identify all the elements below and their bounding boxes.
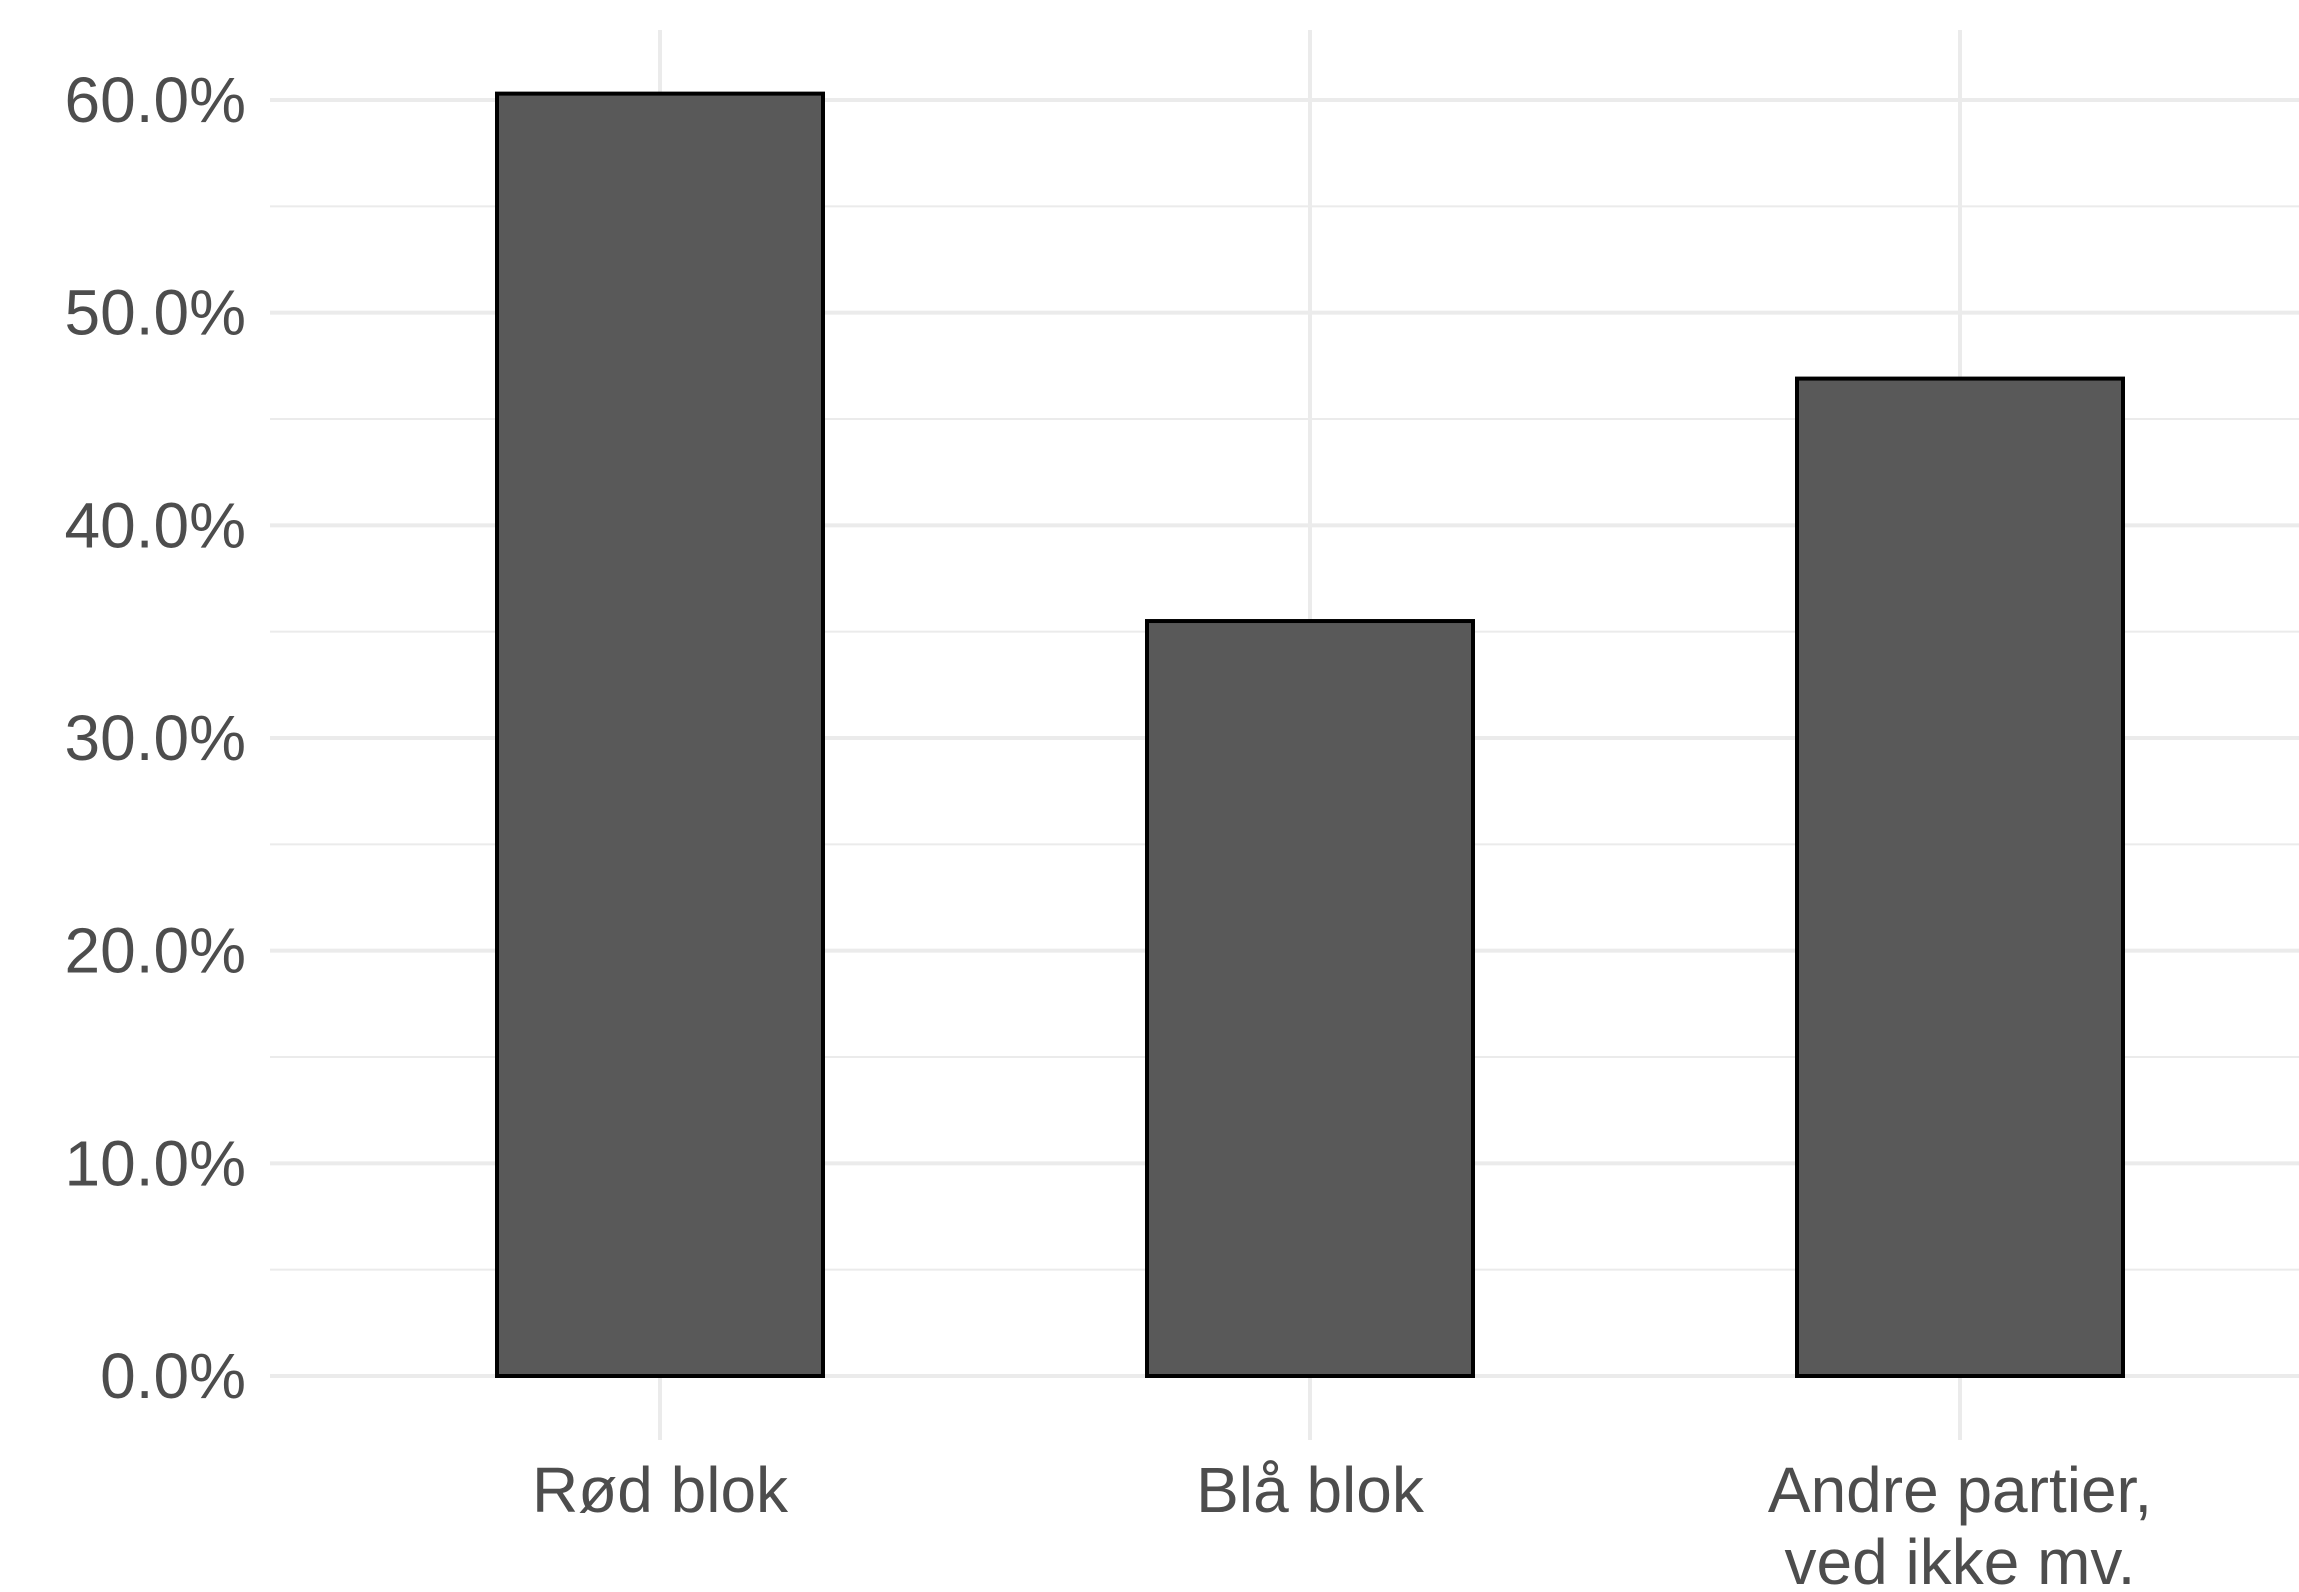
x-tick-label: Andre partier, ved ikke mv. [1768, 1454, 2152, 1592]
x-tick-label-line: Blå blok [1196, 1454, 1425, 1526]
x-tick-label-line: ved ikke mv. [1785, 1526, 2136, 1592]
y-axis-tick-labels: 0.0% 10.0% 20.0% 30.0% 40.0% 50.0% 60.0% [65, 64, 246, 1412]
bar-1 [495, 91, 825, 1379]
bar-3 [1795, 376, 2125, 1378]
y-tick-label: 10.0% [65, 1127, 246, 1199]
y-tick-label: 50.0% [65, 277, 246, 349]
x-tick-label: Blå blok [1196, 1454, 1425, 1526]
y-tick-label: 0.0% [100, 1340, 246, 1412]
x-tick-label-line: Andre partier, [1768, 1454, 2152, 1526]
y-tick-label: 20.0% [65, 915, 246, 987]
y-tick-label: 40.0% [65, 489, 246, 561]
bars [495, 91, 2125, 1379]
y-tick-label: 30.0% [65, 702, 246, 774]
x-axis-tick-labels: Rød blok Blå blok Andre partier, ved ikke m… [532, 1454, 2152, 1592]
x-tick-label: Rød blok [532, 1454, 789, 1526]
x-tick-label-line: Rød blok [532, 1454, 789, 1526]
bar-2 [1145, 619, 1475, 1378]
y-tick-label: 60.0% [65, 64, 246, 136]
